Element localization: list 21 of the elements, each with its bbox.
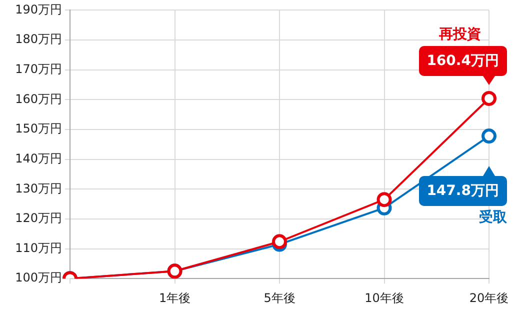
point: [482, 90, 496, 106]
data-label: 160.4万円: [418, 46, 507, 76]
y-tick-label: 190万円: [15, 2, 62, 16]
y-tick-label: 100万円: [15, 270, 62, 285]
x-tick-label: 20年後: [469, 290, 509, 305]
point: [482, 128, 496, 144]
y-tick-label: 110万円: [15, 240, 62, 255]
y-tick-label: 150万円: [15, 122, 62, 136]
data-label: 147.8万円: [418, 176, 507, 206]
x-tick-label: 5年後: [264, 290, 296, 305]
y-tick-label: 180万円: [15, 32, 62, 46]
x-tick-label: 1年後: [158, 290, 191, 305]
y-tick-label: 120万円: [15, 211, 62, 226]
text: 受取: [478, 210, 508, 226]
y-tick-label: 140万円: [15, 151, 62, 166]
point: [376, 192, 392, 208]
y-tick-label: 170万円: [15, 62, 62, 76]
text: 再投資: [438, 26, 481, 42]
x-tick-label: 10年後: [364, 290, 404, 305]
y-tick-label: 160万円: [15, 92, 62, 106]
y-tick-label: 130万円: [15, 181, 62, 196]
